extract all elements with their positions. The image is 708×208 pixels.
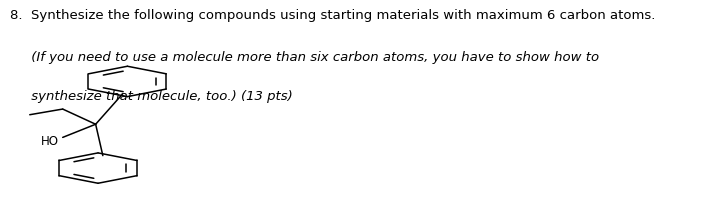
Text: synthesize that molecule, too.) (13 pts): synthesize that molecule, too.) (13 pts) [10,90,292,103]
Text: HO: HO [41,135,59,148]
Text: 8.  Synthesize the following compounds using starting materials with maximum 6 c: 8. Synthesize the following compounds us… [10,9,656,22]
Text: (If you need to use a molecule more than six carbon atoms, you have to show how : (If you need to use a molecule more than… [10,51,599,64]
